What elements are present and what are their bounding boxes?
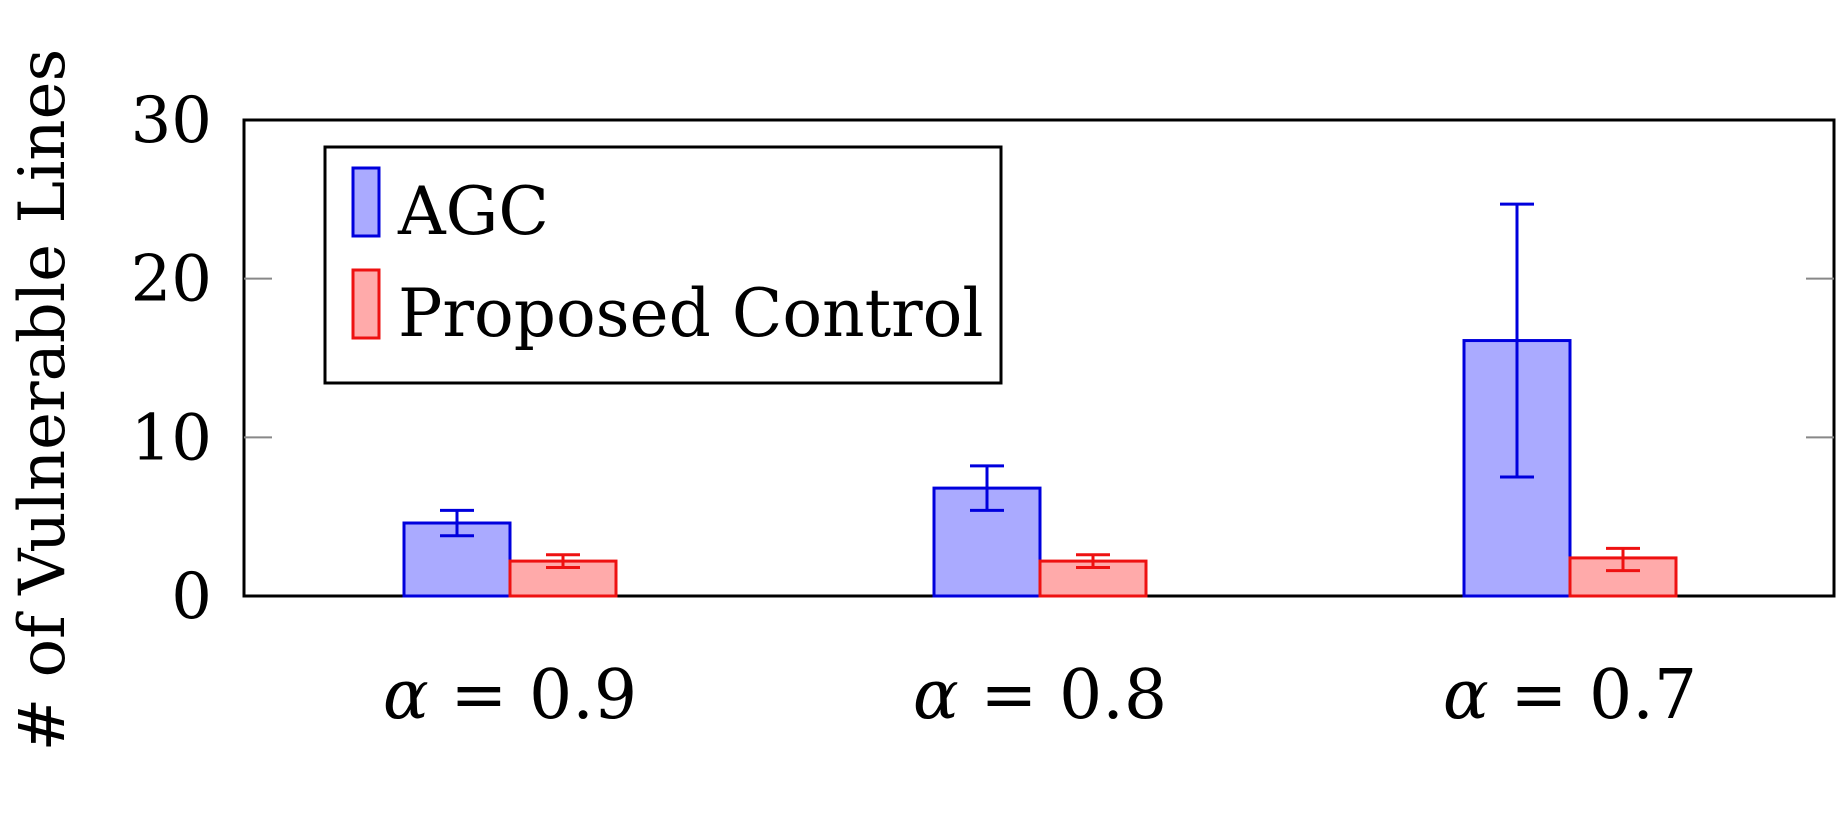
y-tick-label: 10 xyxy=(131,401,212,475)
error-bar-agc xyxy=(440,508,474,538)
x-axis: α = 0.9 α = 0.8 α = 0.7 xyxy=(383,656,1697,735)
x-tick-label: α = 0.8 xyxy=(913,656,1167,735)
y-tick-label: 30 xyxy=(131,84,212,158)
x-tick-label: α = 0.9 xyxy=(383,656,637,735)
error-bar-proposed-control xyxy=(546,553,580,569)
bar-proposed-control xyxy=(1038,559,1148,598)
legend-label-proposed-control: Proposed Control xyxy=(398,275,984,352)
error-bar-agc xyxy=(1500,202,1534,479)
y-axis: 0 10 20 30 xyxy=(131,84,1834,634)
legend-swatch-agc xyxy=(351,166,381,238)
y-axis-label: # of Vulnerable Lines xyxy=(6,49,80,752)
error-bar-proposed-control xyxy=(1076,553,1110,569)
legend-swatch-proposed-control xyxy=(351,268,381,340)
x-tick-label: α = 0.7 xyxy=(1443,656,1697,735)
error-bars xyxy=(440,202,1640,573)
error-bar-agc xyxy=(970,464,1004,512)
y-tick-label: 20 xyxy=(131,243,212,317)
legend-label-agc: AGC xyxy=(397,173,549,250)
legend: AGC Proposed Control xyxy=(323,145,1003,385)
error-bar-proposed-control xyxy=(1606,546,1640,573)
legend-box xyxy=(323,145,1003,385)
y-tick-label: 0 xyxy=(171,560,212,634)
